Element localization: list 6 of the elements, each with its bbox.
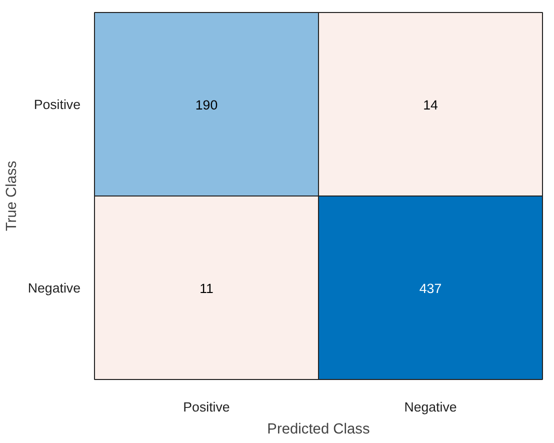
y-axis-title: True Class — [4, 160, 20, 232]
data-label: 190 — [195, 97, 218, 112]
data-label: 11 — [200, 280, 214, 296]
data-label: 14 — [423, 97, 438, 112]
x-axis-title: Predicted Class — [267, 422, 370, 438]
data-label: 437 — [419, 280, 442, 296]
